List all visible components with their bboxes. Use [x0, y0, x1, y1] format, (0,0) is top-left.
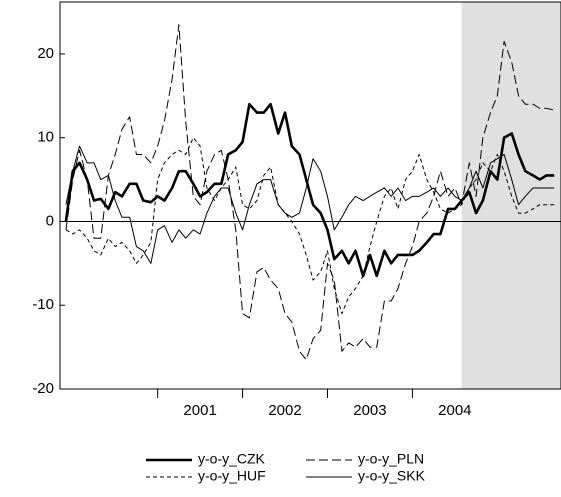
x-tick-label: 2003: [353, 402, 386, 419]
y-tick-label: -10: [32, 296, 54, 313]
y-tick-label: -20: [32, 380, 54, 397]
series-line: [65, 137, 555, 315]
series-line: [65, 145, 555, 264]
y-tick-label: 10: [37, 129, 54, 146]
legend-label: y-o-y_CZK: [198, 451, 266, 467]
x-tick-label: 2002: [268, 402, 301, 419]
plot-frame: [59, 1, 561, 390]
series-line: [64, 102, 555, 278]
y-tick-label: 20: [37, 45, 54, 62]
legend-label: y-o-y_HUF: [198, 468, 266, 484]
series-line: [65, 24, 555, 361]
x-tick-label: 2004: [438, 402, 471, 419]
legend-label: y-o-y_SKK: [358, 468, 426, 484]
legend-label: y-o-y_PLN: [358, 451, 424, 467]
x-tick-label: 2001: [183, 402, 216, 419]
y-tick-label: 0: [46, 212, 54, 229]
